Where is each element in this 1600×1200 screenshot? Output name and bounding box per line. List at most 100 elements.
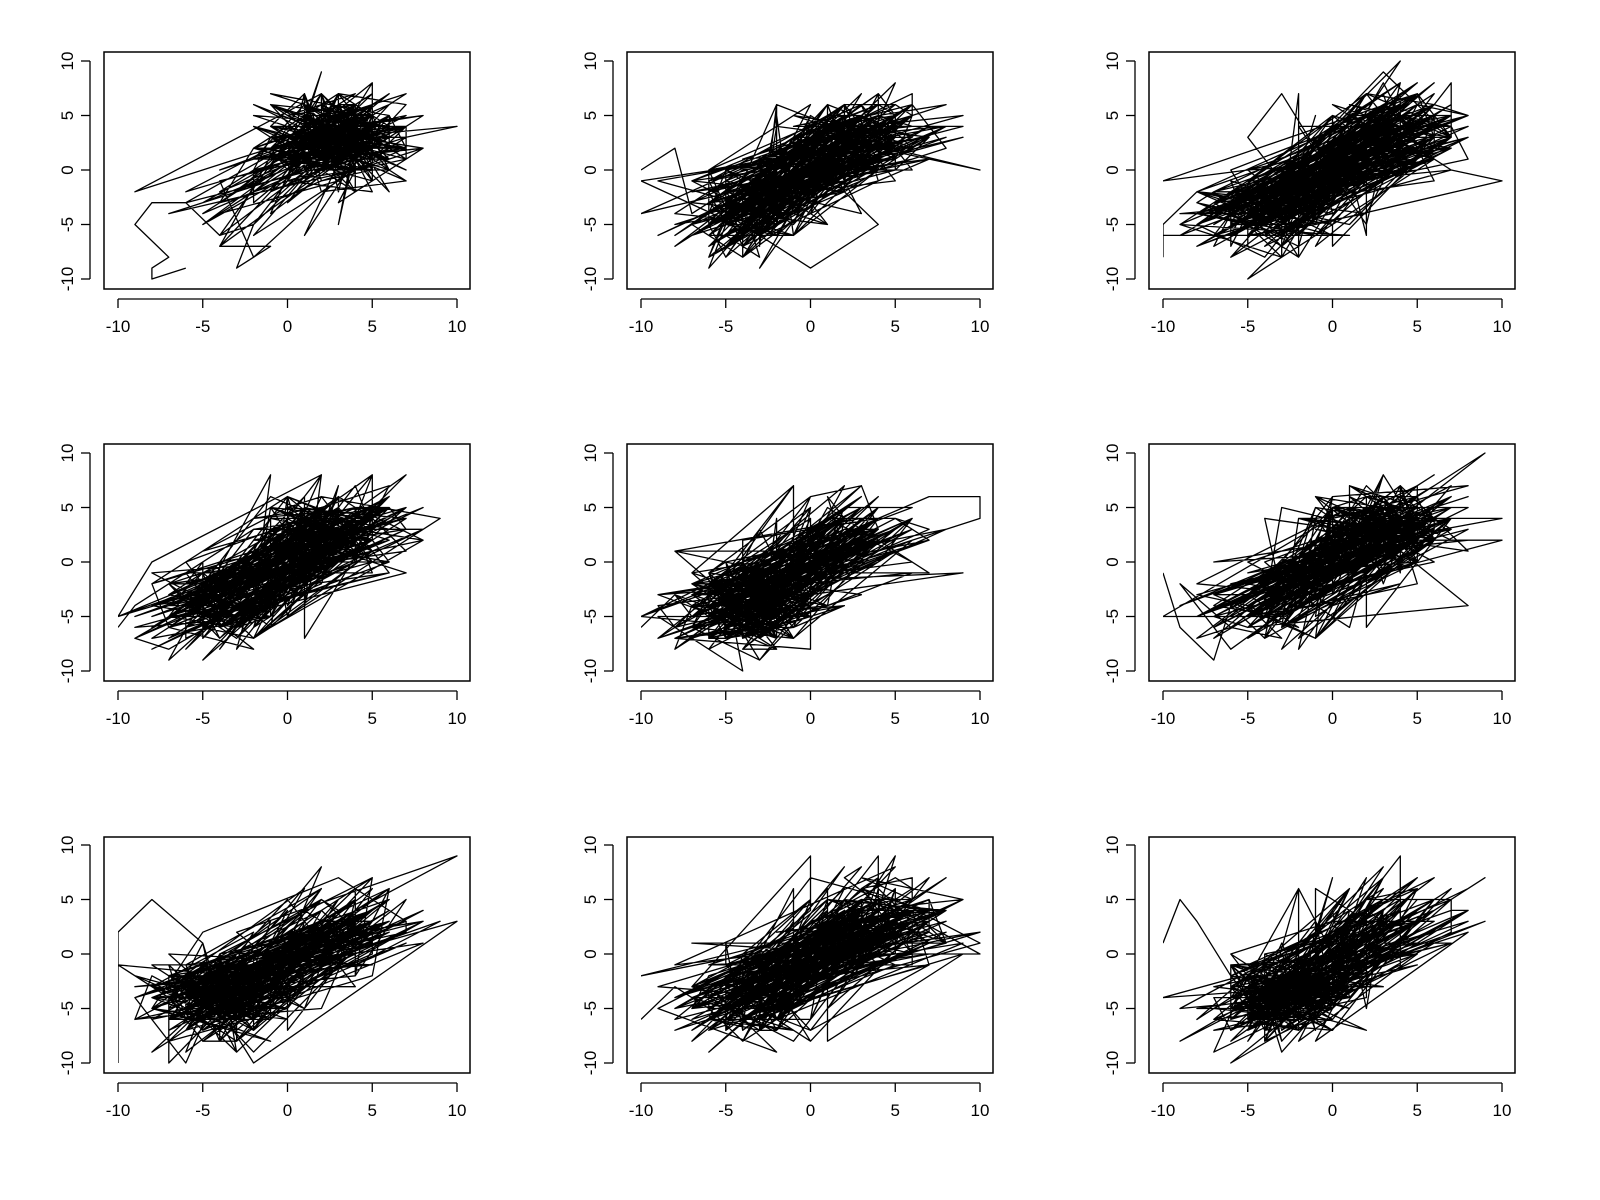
y-tick-label: 10 bbox=[581, 52, 600, 71]
y-tick-label: -10 bbox=[581, 659, 600, 684]
x-tick-label: 5 bbox=[368, 709, 377, 728]
x-tick-label: -5 bbox=[718, 1101, 733, 1120]
y-tick-label: 10 bbox=[58, 836, 77, 855]
x-tick-label: -5 bbox=[195, 317, 210, 336]
x-axis: -10 -5 0 5 10 bbox=[629, 1082, 990, 1120]
y-axis: -10 -5 0 5 10 bbox=[1103, 52, 1136, 292]
y-axis: -10 -5 0 5 10 bbox=[581, 444, 614, 684]
x-tick-label: 0 bbox=[283, 317, 292, 336]
y-tick-label: 5 bbox=[58, 111, 77, 120]
x-axis: -10 -5 0 5 10 bbox=[1151, 1082, 1511, 1120]
panel-9: -10 -5 0 5 10 -10 -5 0 5 10 bbox=[1103, 836, 1516, 1120]
x-tick-label: -10 bbox=[106, 317, 131, 336]
x-tick-label: 10 bbox=[1493, 709, 1512, 728]
y-tick-label: 0 bbox=[1103, 165, 1122, 174]
y-tick-label: 5 bbox=[581, 895, 600, 904]
x-tick-label: 10 bbox=[971, 1101, 990, 1120]
x-tick-label: 10 bbox=[448, 1101, 467, 1120]
y-tick-label: 5 bbox=[581, 503, 600, 512]
y-tick-label: -5 bbox=[58, 1001, 77, 1016]
plot-frame bbox=[1148, 51, 1516, 290]
plot-frame bbox=[626, 836, 994, 1074]
y-tick-label: 5 bbox=[581, 111, 600, 120]
x-tick-label: 5 bbox=[891, 317, 900, 336]
x-tick-label: 5 bbox=[1413, 1101, 1422, 1120]
x-tick-label: -5 bbox=[1240, 709, 1255, 728]
x-tick-label: -10 bbox=[629, 709, 654, 728]
panel-7: -10 -5 0 5 10 -10 -5 0 5 10 bbox=[58, 836, 471, 1120]
x-tick-label: -5 bbox=[195, 1101, 210, 1120]
y-tick-label: 10 bbox=[581, 444, 600, 463]
x-tick-label: 10 bbox=[448, 317, 467, 336]
y-tick-label: 5 bbox=[1103, 503, 1122, 512]
y-tick-label: 5 bbox=[1103, 111, 1122, 120]
y-tick-label: 10 bbox=[58, 444, 77, 463]
x-tick-label: -10 bbox=[629, 317, 654, 336]
x-tick-label: -10 bbox=[1151, 1101, 1176, 1120]
y-tick-label: 0 bbox=[581, 949, 600, 958]
x-tick-label: 10 bbox=[448, 709, 467, 728]
x-tick-label: -5 bbox=[718, 317, 733, 336]
x-tick-label: 0 bbox=[1328, 317, 1337, 336]
y-tick-label: -10 bbox=[1103, 1051, 1122, 1076]
series-line bbox=[641, 855, 981, 1053]
y-tick-label: 0 bbox=[58, 557, 77, 566]
y-tick-label: -5 bbox=[1103, 217, 1122, 232]
x-tick-label: -5 bbox=[1240, 1101, 1255, 1120]
x-tick-label: 0 bbox=[283, 709, 292, 728]
y-tick-label: 5 bbox=[58, 503, 77, 512]
x-tick-label: 0 bbox=[806, 709, 815, 728]
x-tick-label: 0 bbox=[806, 1101, 815, 1120]
y-axis: -10 -5 0 5 10 bbox=[581, 836, 614, 1075]
x-axis: -10 -5 0 5 10 bbox=[106, 298, 467, 336]
y-tick-label: 0 bbox=[58, 949, 77, 958]
panel-2: -10 -5 0 5 10 -10 -5 0 5 10 bbox=[581, 51, 994, 336]
y-tick-label: 0 bbox=[581, 557, 600, 566]
plot-frame bbox=[103, 443, 471, 682]
y-tick-label: 5 bbox=[58, 895, 77, 904]
y-tick-label: -5 bbox=[581, 217, 600, 232]
x-axis: -10 -5 0 5 10 bbox=[629, 690, 989, 728]
x-tick-label: -10 bbox=[106, 1101, 131, 1120]
series-line bbox=[1163, 452, 1503, 661]
y-tick-label: 10 bbox=[1103, 52, 1122, 71]
series-line bbox=[118, 855, 458, 1064]
panel-3: -10 -5 0 5 10 -10 -5 0 5 10 bbox=[1103, 51, 1516, 336]
plot-frame bbox=[626, 443, 994, 682]
y-tick-label: 10 bbox=[1103, 444, 1122, 463]
y-tick-label: 0 bbox=[581, 165, 600, 174]
x-tick-label: 0 bbox=[1328, 709, 1337, 728]
plot-frame bbox=[103, 51, 471, 290]
x-tick-label: 5 bbox=[1413, 709, 1422, 728]
y-axis: -10 -5 0 5 10 bbox=[58, 52, 91, 291]
panel-8: -10 -5 0 5 10 -10 -5 0 5 10 bbox=[581, 836, 994, 1120]
x-axis: -10 -5 0 5 10 bbox=[629, 298, 990, 336]
y-tick-label: 0 bbox=[1103, 557, 1122, 566]
x-tick-label: 5 bbox=[891, 709, 900, 728]
x-tick-label: -10 bbox=[629, 1101, 654, 1120]
x-tick-label: 10 bbox=[1493, 317, 1512, 336]
y-axis: -10 -5 0 5 10 bbox=[58, 836, 91, 1075]
series-line bbox=[1163, 855, 1486, 1064]
y-tick-label: -5 bbox=[1103, 1001, 1122, 1016]
x-axis: -10 -5 0 5 10 bbox=[106, 1082, 467, 1120]
y-tick-label: -5 bbox=[581, 609, 600, 624]
y-tick-label: -10 bbox=[1103, 267, 1122, 292]
x-axis: -10 -5 0 5 10 bbox=[106, 690, 467, 728]
x-tick-label: 0 bbox=[1328, 1101, 1337, 1120]
x-tick-label: 10 bbox=[971, 317, 990, 336]
x-tick-label: -5 bbox=[195, 709, 210, 728]
y-tick-label: -10 bbox=[581, 267, 600, 292]
y-tick-label: 5 bbox=[1103, 895, 1122, 904]
plot-frame bbox=[1148, 443, 1516, 682]
x-tick-label: 5 bbox=[891, 1101, 900, 1120]
x-tick-label: 5 bbox=[368, 1101, 377, 1120]
x-tick-label: 5 bbox=[1413, 317, 1422, 336]
y-axis: -10 -5 0 5 10 bbox=[581, 52, 614, 292]
y-tick-label: -5 bbox=[58, 609, 77, 624]
series-line bbox=[641, 485, 981, 672]
panel-5: -10 -5 0 5 10 -10 -5 0 5 10 bbox=[581, 443, 994, 728]
series-line bbox=[641, 82, 981, 269]
y-tick-label: 10 bbox=[581, 836, 600, 855]
